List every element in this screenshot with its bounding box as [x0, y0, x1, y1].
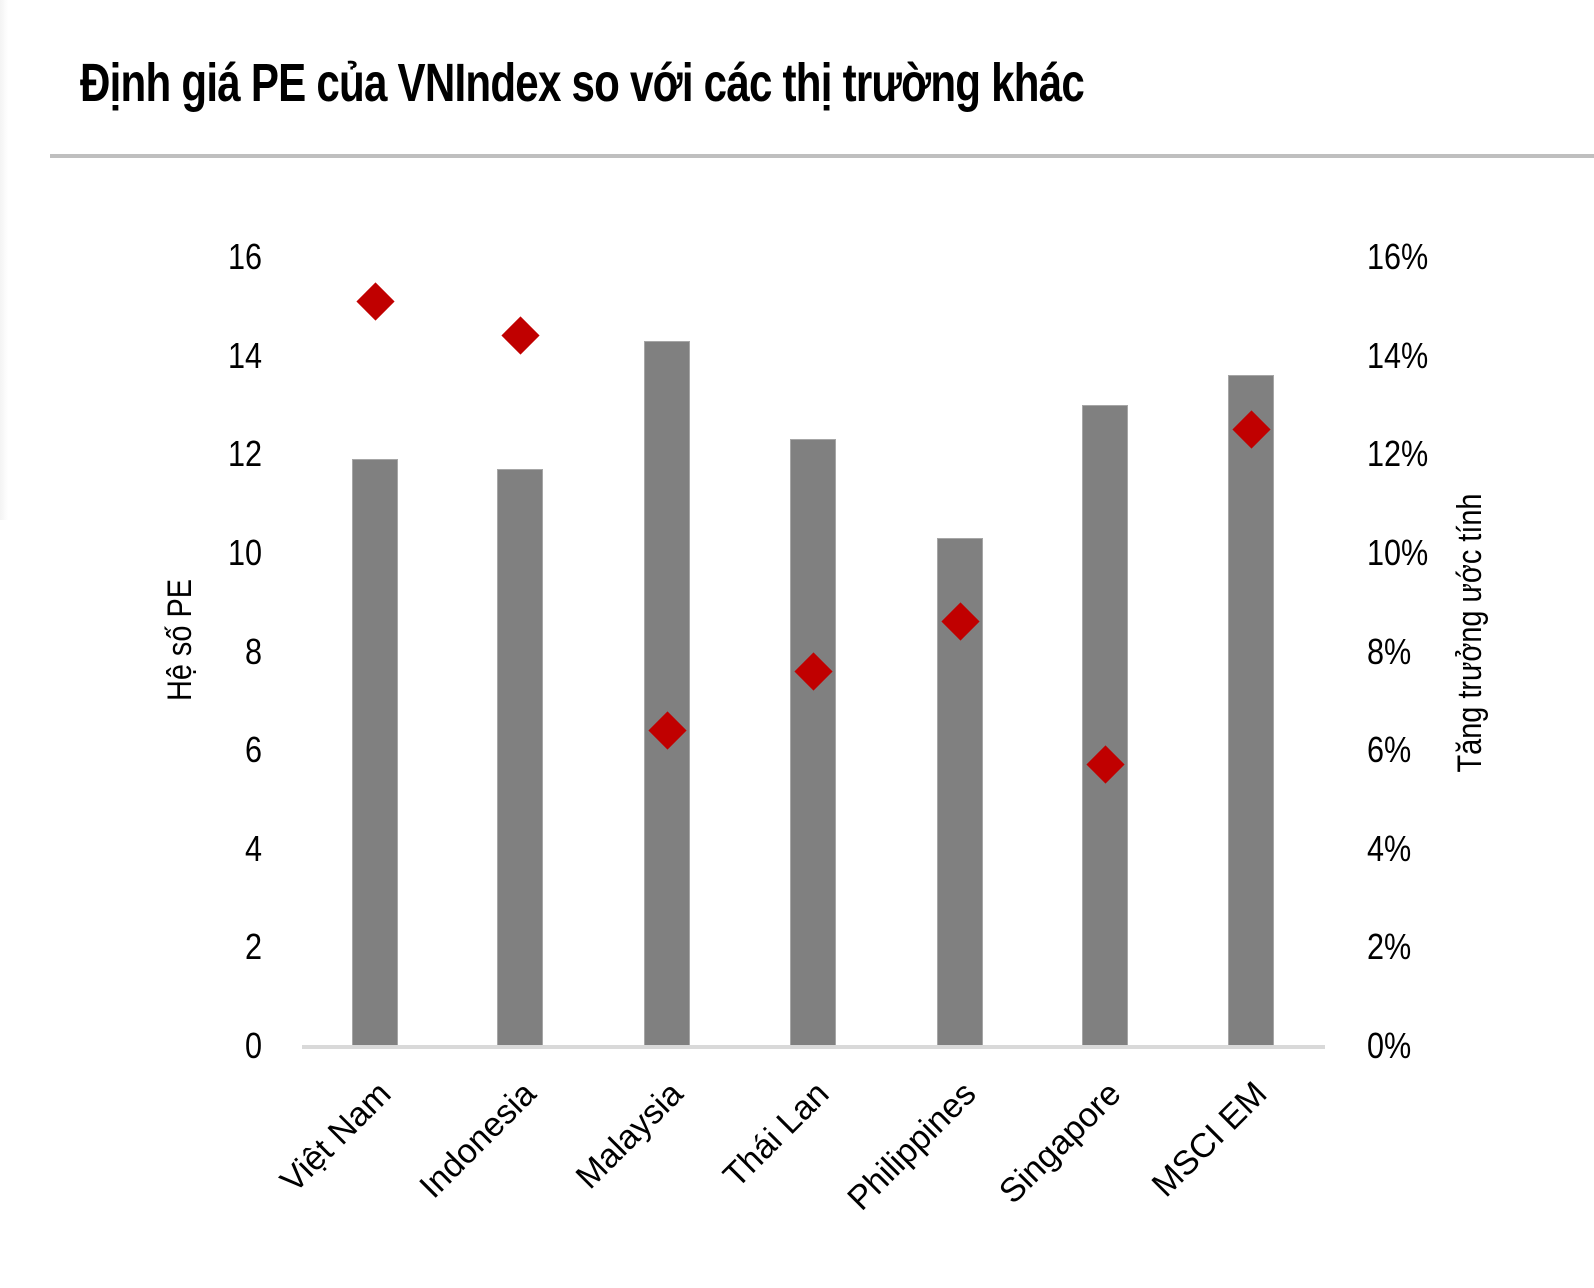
bar-2 — [497, 469, 543, 1046]
bar-1 — [352, 459, 398, 1046]
left-axis-title: Hệ số PE — [161, 578, 199, 702]
right-tick-label: 2% — [1367, 926, 1412, 968]
right-tick-label: 12% — [1367, 433, 1429, 475]
left-tick-label: 8 — [244, 630, 262, 672]
right-tick-label: 4% — [1367, 827, 1412, 869]
right-tick-label: 10% — [1367, 531, 1429, 573]
left-tick-label: 4 — [244, 827, 262, 869]
x-axis-line — [302, 1045, 1325, 1049]
diamond-marker-2 — [500, 316, 540, 355]
left-edge-shade — [0, 0, 8, 520]
bar-6 — [1082, 404, 1128, 1046]
left-tick-label: 0 — [244, 1025, 262, 1066]
right-tick-label: 16% — [1367, 236, 1429, 277]
right-tick-label: 14% — [1367, 334, 1429, 376]
right-tick-label: 0% — [1367, 1025, 1412, 1066]
diamond-marker-1 — [355, 282, 395, 321]
right-axis-title: Tăng trưởng ước tính — [1451, 493, 1489, 773]
chart-title: Định giá PE của VNIndex so với các thị t… — [80, 53, 1085, 113]
right-tick-label: 8% — [1367, 630, 1412, 672]
left-tick-label: 10 — [227, 531, 262, 573]
bar-3 — [644, 340, 690, 1046]
right-tick-label: 6% — [1367, 729, 1412, 771]
bar-4 — [790, 439, 836, 1046]
left-tick-label: 16 — [227, 236, 262, 277]
left-tick-label: 12 — [227, 433, 262, 475]
title-divider — [50, 154, 1594, 158]
left-tick-label: 6 — [244, 729, 262, 771]
left-tick-label: 14 — [227, 334, 262, 376]
bar-7 — [1228, 375, 1274, 1046]
left-tick-label: 2 — [244, 926, 262, 968]
